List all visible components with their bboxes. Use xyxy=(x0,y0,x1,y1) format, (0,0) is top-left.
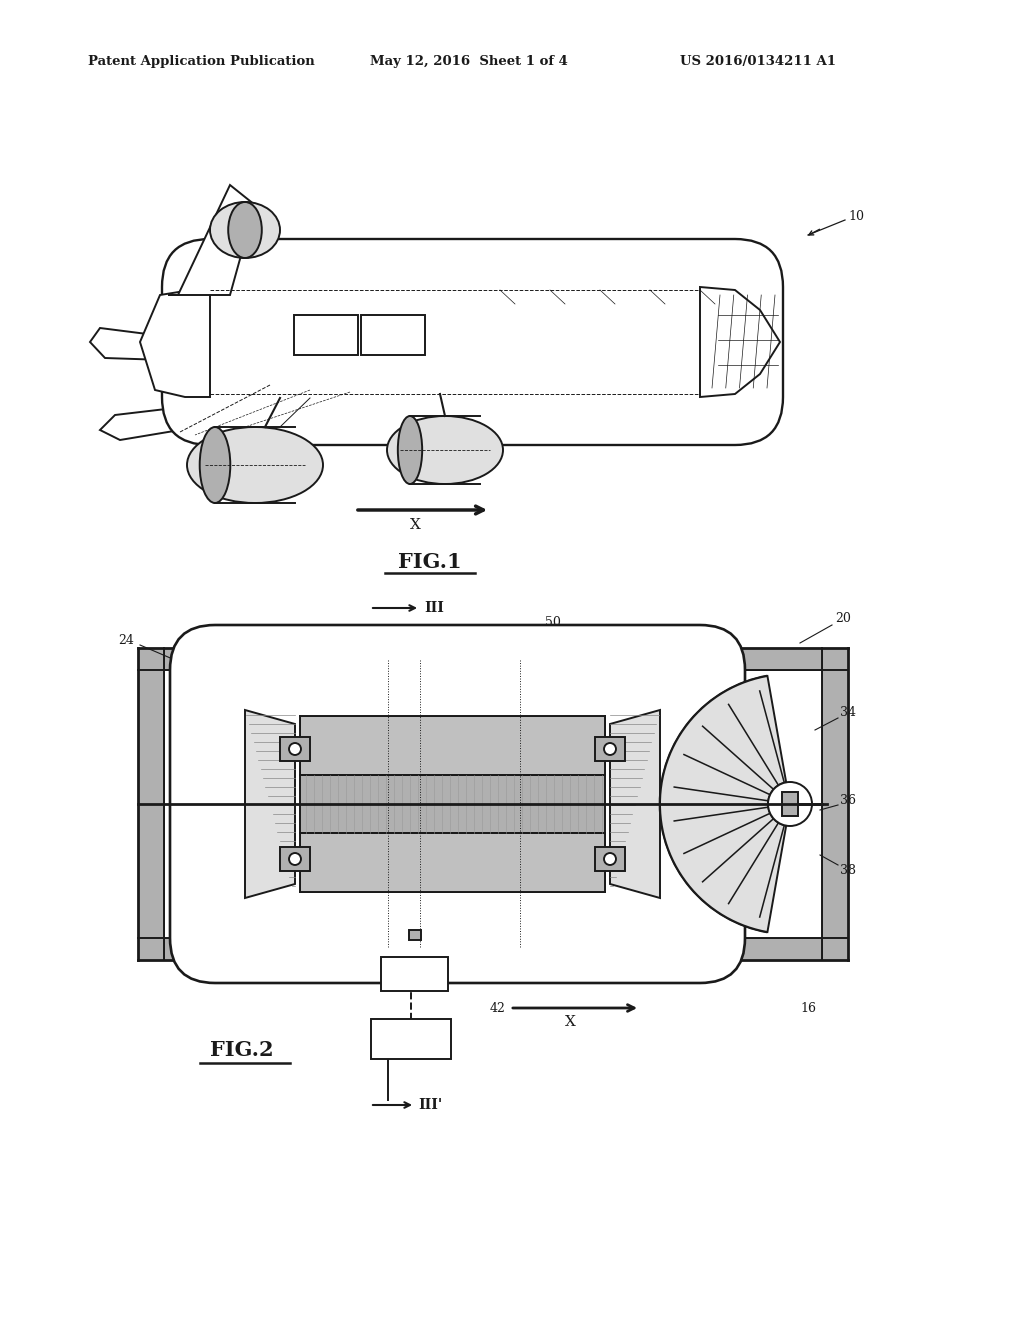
Circle shape xyxy=(604,853,616,865)
Ellipse shape xyxy=(228,202,262,257)
Polygon shape xyxy=(610,710,660,898)
Text: 44: 44 xyxy=(565,685,581,698)
Text: FIG.1: FIG.1 xyxy=(398,552,462,572)
Ellipse shape xyxy=(397,416,422,484)
Text: -12-: -12- xyxy=(314,329,338,342)
Text: 23: 23 xyxy=(166,416,182,429)
Text: 38: 38 xyxy=(840,863,856,876)
Text: -12-: -12- xyxy=(399,1032,423,1045)
Text: 36: 36 xyxy=(840,793,856,807)
Circle shape xyxy=(768,781,812,826)
Text: X: X xyxy=(410,517,421,532)
Text: 40: 40 xyxy=(294,734,310,747)
Text: 43: 43 xyxy=(555,804,571,817)
Circle shape xyxy=(604,743,616,755)
Bar xyxy=(822,648,848,960)
Ellipse shape xyxy=(387,416,503,484)
Bar xyxy=(300,715,605,775)
Bar xyxy=(138,939,848,960)
FancyBboxPatch shape xyxy=(371,1019,451,1059)
Bar xyxy=(300,775,605,833)
Text: 16: 16 xyxy=(740,379,756,392)
Polygon shape xyxy=(660,676,786,932)
Text: X: X xyxy=(564,1015,575,1030)
Bar xyxy=(280,847,310,871)
Bar xyxy=(280,737,310,762)
Ellipse shape xyxy=(200,426,230,503)
Circle shape xyxy=(289,853,301,865)
FancyBboxPatch shape xyxy=(294,315,358,355)
Text: 50: 50 xyxy=(545,615,561,628)
Text: 33: 33 xyxy=(660,924,676,936)
Text: 20: 20 xyxy=(835,611,851,624)
Bar xyxy=(138,648,848,671)
Text: US 2016/0134211 A1: US 2016/0134211 A1 xyxy=(680,55,836,69)
Text: 24: 24 xyxy=(118,634,134,647)
Text: 10: 10 xyxy=(848,210,864,223)
Text: 20: 20 xyxy=(480,438,496,451)
Text: 42: 42 xyxy=(490,1002,506,1015)
Bar xyxy=(300,833,605,892)
Text: III: III xyxy=(424,601,443,615)
Text: May 12, 2016  Sheet 1 of 4: May 12, 2016 Sheet 1 of 4 xyxy=(370,55,568,69)
Polygon shape xyxy=(100,385,420,440)
Text: FIG.2: FIG.2 xyxy=(210,1040,273,1060)
Ellipse shape xyxy=(187,426,323,503)
FancyBboxPatch shape xyxy=(381,957,449,991)
Polygon shape xyxy=(140,286,210,397)
Polygon shape xyxy=(260,385,480,445)
FancyBboxPatch shape xyxy=(162,239,783,445)
Text: 34: 34 xyxy=(840,705,856,718)
Bar xyxy=(138,648,164,960)
Polygon shape xyxy=(90,327,175,360)
Bar xyxy=(409,931,421,940)
Circle shape xyxy=(289,743,301,755)
Text: 16: 16 xyxy=(800,1002,816,1015)
Polygon shape xyxy=(168,185,255,294)
Polygon shape xyxy=(700,286,780,397)
Bar xyxy=(782,792,798,816)
FancyBboxPatch shape xyxy=(170,624,745,983)
Text: 32: 32 xyxy=(245,689,261,701)
Text: -35-: -35- xyxy=(402,968,427,981)
Polygon shape xyxy=(245,710,295,898)
FancyBboxPatch shape xyxy=(361,315,425,355)
Ellipse shape xyxy=(210,202,280,257)
Bar xyxy=(595,737,625,762)
Bar xyxy=(595,847,625,871)
Text: -14-: -14- xyxy=(381,329,406,342)
Text: 22: 22 xyxy=(720,412,736,425)
Text: Patent Application Publication: Patent Application Publication xyxy=(88,55,314,69)
Text: III': III' xyxy=(418,1098,442,1111)
Text: 42: 42 xyxy=(382,626,398,639)
